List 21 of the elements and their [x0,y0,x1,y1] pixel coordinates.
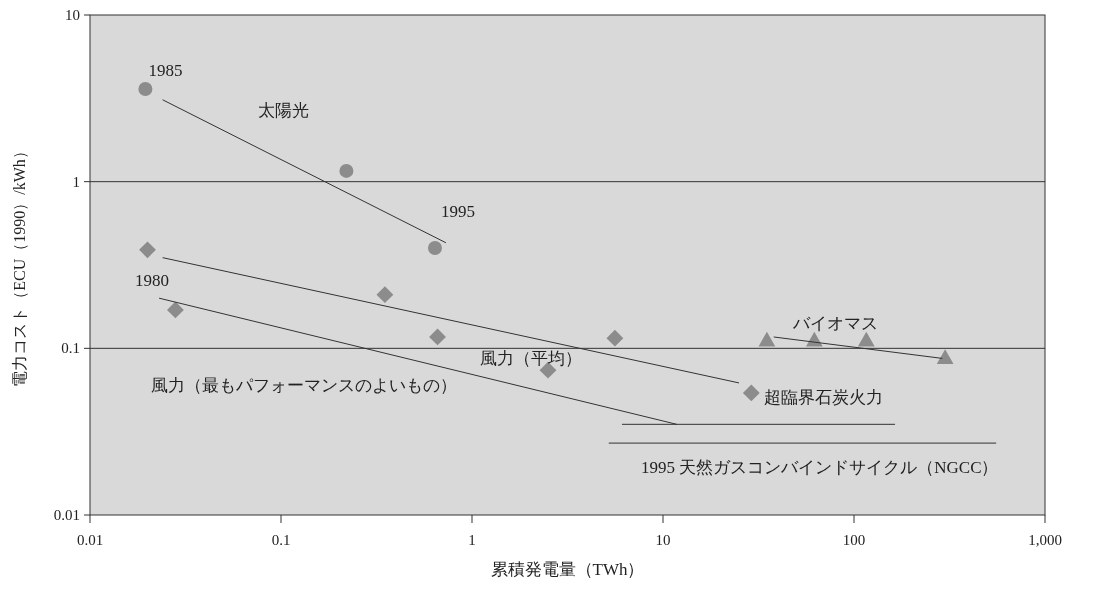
x-tick-label: 10 [655,532,671,548]
x-tick-label: 1,000 [1028,532,1062,548]
annotation: 1985 [148,60,183,80]
annotation: 太陽光 [258,101,310,121]
x-tick-label: 100 [842,532,866,548]
y-tick-label: 10 [65,7,80,23]
y-tick-label: 0.1 [61,340,80,357]
annotation: 風力（最もパフォーマンスのよいもの） [150,375,457,395]
annotation: バイオマス [791,313,878,333]
x-tick-label: 0.01 [76,532,104,548]
annotation: 1980 [135,271,170,291]
annotation: 1995 天然ガスコンバインドサイクル（NGCC） [641,458,999,478]
annotation: 風力（平均） [479,348,582,368]
y-tick-label: 0.01 [53,507,80,523]
x-tick-label: 1 [468,532,476,548]
annotation: 1995 [440,201,475,221]
y-tick-label: 1 [72,173,80,190]
y-axis-title: 電力コスト（ECU（1990）/kWh） [11,143,28,387]
x-axis-title: 累積発電量（TWh） [490,560,645,579]
x-tick-label: 0.1 [271,532,291,548]
annotation: 超臨界石炭火力 [763,387,883,407]
